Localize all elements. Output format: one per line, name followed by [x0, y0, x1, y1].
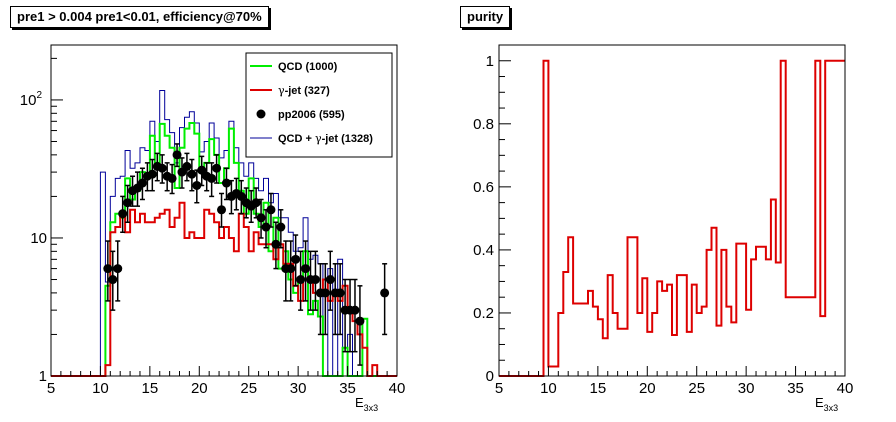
data-point [226, 179, 236, 215]
y-tick-label: 0.6 [473, 179, 494, 196]
x-tick-label: 30 [738, 380, 755, 397]
x-tick-label: 20 [191, 380, 208, 397]
x-tick-label: 10 [540, 380, 557, 397]
x-tick-label: 5 [495, 380, 503, 397]
legend: QCD (1000) γ-jet (327) pp2006 (595) QCD + γ… [245, 52, 393, 158]
legend-label: pp2006 (595) [278, 109, 345, 121]
y-tick-label: 0.2 [473, 305, 494, 322]
x-axis-label: E3x3 [815, 395, 838, 413]
data-point [207, 162, 217, 198]
data-point [271, 221, 281, 270]
data-point [167, 163, 177, 195]
histogram-gamma-jet [51, 201, 397, 377]
data-point [320, 263, 330, 336]
x-tick-label: 25 [688, 380, 705, 397]
y-tick-label: 0.4 [473, 242, 494, 259]
data-point [197, 155, 207, 187]
legend-entry: QCD (1000) [250, 61, 338, 73]
y-tick-label: 10 [30, 230, 47, 247]
x-tick-label: 15 [142, 380, 159, 397]
data-point [187, 158, 197, 192]
data-point [108, 250, 118, 311]
data-point [251, 187, 261, 219]
x-tick-label: 15 [590, 380, 607, 397]
x-tick-label: 40 [389, 380, 406, 397]
right-chart-title: purity [460, 6, 511, 28]
legend-label: QCD (1000) [278, 61, 338, 73]
y-tick-label: 0.8 [473, 116, 494, 133]
x-tick-label: 35 [339, 380, 356, 397]
x-tick-label: 30 [290, 380, 307, 397]
data-point [137, 167, 147, 201]
legend-label: γ-jet (327) [278, 84, 330, 97]
data-point [157, 154, 167, 184]
data-point [217, 192, 227, 228]
data-point [276, 209, 286, 249]
data-point [162, 162, 172, 192]
right-plot-panel: 5 10 15 20 25 30 35 40 0 0.2 0.4 0.6 0.8 1 E3x3 [473, 44, 854, 413]
x-tick-label: 25 [240, 380, 257, 397]
data-point [212, 154, 222, 184]
data-point [113, 240, 123, 302]
data-point [296, 250, 306, 311]
legend-entry: QCD + γ-jet (1328) [250, 132, 373, 145]
x-axis-label: E3x3 [355, 395, 378, 413]
x-tick-label: 35 [787, 380, 804, 397]
legend-entry: γ-jet (327) [250, 84, 330, 97]
data-point [236, 179, 246, 215]
y-tick-label: 102 [20, 90, 43, 109]
data-point [335, 263, 345, 336]
data-point [182, 152, 192, 182]
left-plot-panel: 5 10 15 20 25 30 35 40 1 10 102 E3x3 QCD (1000) γ-je… [20, 44, 406, 413]
y-tick-label: 1 [486, 53, 494, 70]
data-point [266, 192, 276, 228]
x-tick-label: 5 [47, 380, 55, 397]
x-tick-label: 20 [639, 380, 656, 397]
data-point [325, 250, 335, 311]
legend-label: QCD + γ-jet (1328) [278, 132, 373, 145]
x-tick-label: 40 [837, 380, 854, 397]
data-point [355, 285, 365, 366]
data-point [103, 240, 113, 302]
data-point [172, 143, 182, 168]
data-point [310, 250, 320, 311]
data-point [301, 240, 311, 302]
data-point [256, 198, 266, 239]
y-tick-label: 1 [39, 368, 47, 385]
legend-box [245, 52, 393, 158]
data-point [123, 184, 133, 223]
data-point [380, 263, 390, 336]
data-point [291, 234, 301, 287]
data-point [261, 209, 271, 249]
x-tick-label: 10 [92, 380, 109, 397]
data-point [147, 158, 157, 192]
legend-entry: pp2006 (595) [256, 109, 345, 121]
y-tick-label: 0 [486, 368, 494, 385]
histogram-qcd [51, 122, 397, 377]
right-plot-frame [498, 44, 846, 377]
purity-histogram [499, 59, 845, 377]
data-point [286, 240, 296, 302]
data-point [350, 278, 360, 353]
left-chart-title: pre1 > 0.004 pre1<0.01, efficiency@70% [10, 6, 269, 28]
left-plot-frame [50, 44, 398, 377]
data-point [118, 195, 128, 234]
data-point [128, 175, 138, 207]
